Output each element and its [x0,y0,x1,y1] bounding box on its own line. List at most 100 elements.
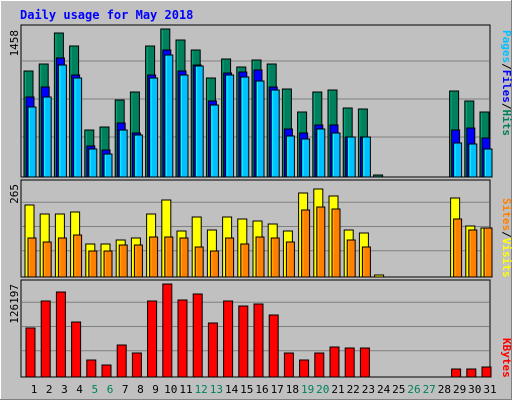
panel-middle-bars [24,188,493,278]
bar-pages-day-31 [483,148,493,178]
bar-pages-day-5 [88,148,98,178]
bar-sites-day-12 [194,246,204,278]
day-label: 4 [76,383,83,396]
panel-top: 1458 Pages/Files/Hits [8,24,512,178]
bar-pages-day-7 [118,129,128,178]
bar-pages-day-20 [316,128,326,178]
bar-kbytes-day-9 [147,300,158,378]
bar-kbytes-day-23 [359,347,370,378]
bar-sites-day-2 [42,241,52,278]
bar-pages-day-23 [361,136,371,178]
bar-sites-day-18 [285,241,295,278]
day-label: 22 [347,383,360,396]
day-label: 20 [316,383,329,396]
day-label: 23 [362,383,375,396]
panel-top-bars [23,28,493,178]
bar-sites-day-1 [27,237,37,278]
bar-pages-day-18 [285,135,295,178]
bar-kbytes-day-21 [329,346,340,378]
bar-kbytes-day-19 [299,359,310,378]
bar-visits-day-24 [374,274,385,278]
bar-pages-day-12 [194,65,204,178]
bar-kbytes-day-18 [283,352,294,378]
day-label: 25 [392,383,405,396]
day-label: 3 [61,383,68,396]
bar-sites-day-4 [73,234,83,278]
day-label: 8 [137,383,144,396]
bar-pages-day-29 [453,142,463,178]
bar-sites-day-16 [255,236,265,278]
panel-bottom-bars [25,283,492,378]
bar-sites-day-10 [164,236,174,278]
bar-pages-day-13 [209,104,219,178]
day-label: 13 [210,383,223,396]
legend-sites: Sites [500,198,512,231]
day-label: 5 [91,383,98,396]
bar-kbytes-day-6 [101,364,112,378]
bar-pages-day-19 [301,138,311,178]
bar-sites-day-15 [240,243,250,278]
bar-kbytes-day-2 [40,300,51,378]
bar-pages-day-10 [164,54,174,178]
bar-kbytes-day-16 [253,303,264,378]
bar-pages-day-9 [149,77,159,178]
bar-sites-day-6 [103,250,113,278]
bar-kbytes-day-12 [192,293,203,378]
panel-top-max-label: 1458 [8,30,21,57]
bar-kbytes-day-1 [25,327,36,378]
bar-kbytes-day-4 [71,321,82,378]
day-label: 29 [453,383,466,396]
bar-pages-day-22 [346,136,356,178]
day-label: 16 [255,383,268,396]
panel-middle: 265 Sites/Visits [8,179,512,278]
day-label: 6 [107,383,114,396]
legend-sep-1: / [500,63,512,70]
panel-bottom-legend: KBytes [500,338,512,378]
bar-sites-day-23 [361,246,371,278]
bar-sites-day-8 [133,244,143,278]
bar-kbytes-day-13 [207,322,218,378]
bar-pages-day-21 [331,132,341,178]
panel-middle-max-label: 265 [8,184,21,204]
panel-top-legend: Pages/Files/Hits [500,30,512,136]
x-axis-day-labels: 1 2 3 4 5 6 7 8 9 10 11 12 13 14 15 16 17 18 19 20 21 22 23 24 2… [31,383,497,396]
legend-pages: Pages [500,30,512,63]
day-label: 2 [46,383,53,396]
bar-pages-day-11 [179,74,189,178]
day-label: 28 [438,383,451,396]
bar-pages-day-16 [255,80,265,178]
day-label: 30 [468,383,481,396]
bar-pages-day-8 [133,134,143,178]
bar-pages-day-15 [240,76,250,178]
day-label: 27 [423,383,436,396]
bar-kbytes-day-3 [55,291,66,378]
bar-pages-day-6 [103,153,113,178]
bar-sites-day-14 [225,237,235,278]
day-label: 31 [483,383,496,396]
day-label: 18 [286,383,299,396]
bar-pages-day-14 [225,74,235,178]
bar-pages-day-30 [468,143,478,178]
day-label: 1 [31,383,38,396]
bar-sites-day-11 [179,237,189,278]
bar-kbytes-day-22 [344,347,355,378]
bar-pages-day-3 [57,64,67,178]
bar-sites-day-30 [468,229,478,278]
legend-hits: Hits [500,110,512,137]
bar-sites-day-5 [88,250,98,278]
bar-kbytes-day-10 [162,283,173,378]
day-label: 19 [301,383,314,396]
legend-visits: Visits [500,238,512,278]
bar-pages-day-1 [27,106,37,178]
bar-kbytes-day-15 [238,305,249,378]
bar-sites-day-3 [57,237,67,278]
day-label: 14 [225,383,239,396]
bar-kbytes-day-29 [451,368,462,378]
legend-sep-2: / [500,103,512,110]
day-label: 17 [271,383,284,396]
bar-sites-day-17 [270,237,280,278]
panel-bottom-max-label: 126197 [8,284,21,324]
day-label: 10 [164,383,177,396]
bar-pages-day-2 [42,96,52,178]
